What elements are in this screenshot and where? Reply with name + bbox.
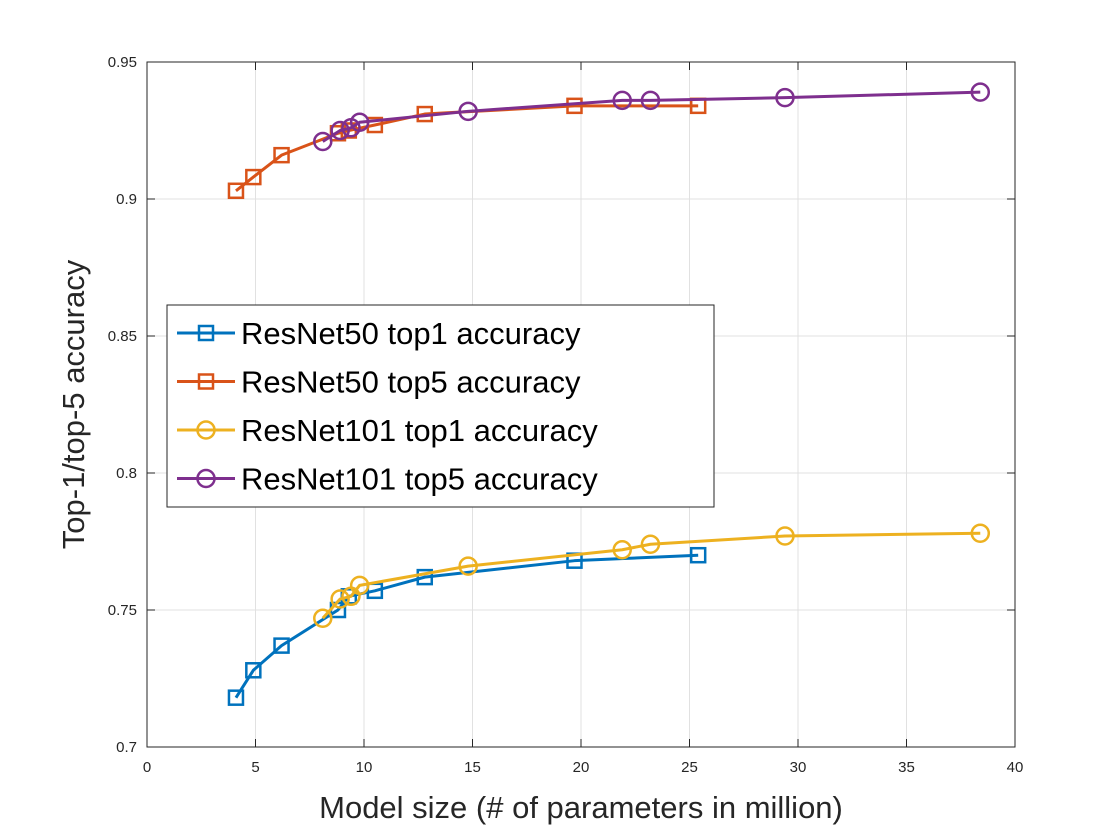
data-point bbox=[313, 608, 333, 628]
x-tick-label: 5 bbox=[251, 759, 259, 776]
data-point bbox=[245, 168, 262, 186]
data-point bbox=[349, 112, 370, 133]
x-axis-label: Model size (# of parameters in million) bbox=[319, 790, 843, 825]
data-point bbox=[970, 82, 991, 102]
legend-label: ResNet50 top1 accuracy bbox=[241, 316, 581, 351]
data-point bbox=[227, 182, 245, 200]
series-3 bbox=[313, 523, 991, 628]
data-point bbox=[612, 90, 632, 111]
legend-label: ResNet50 top5 accuracy bbox=[241, 365, 581, 400]
x-tick-label: 0 bbox=[143, 759, 151, 776]
legend-box bbox=[166, 304, 715, 508]
legend-entry: ResNet50 top5 accuracy bbox=[177, 365, 581, 400]
y-tick-label: 0.8 bbox=[116, 465, 137, 482]
data-point bbox=[245, 662, 262, 679]
legend-entry: ResNet101 top1 accuracy bbox=[177, 413, 598, 448]
y-tick-label: 0.95 bbox=[108, 54, 137, 71]
y-tick-label: 0.85 bbox=[108, 328, 137, 345]
data-point bbox=[330, 589, 350, 609]
legend-label: ResNet101 top1 accuracy bbox=[241, 413, 598, 448]
data-point bbox=[227, 689, 245, 706]
data-point bbox=[416, 568, 434, 586]
data-point bbox=[970, 523, 991, 544]
data-point bbox=[458, 101, 478, 122]
x-tick-label: 25 bbox=[681, 759, 698, 776]
data-point bbox=[640, 90, 661, 111]
data-point bbox=[775, 526, 795, 546]
legend-entry: ResNet101 top5 accuracy bbox=[177, 462, 598, 497]
x-tick-label: 30 bbox=[790, 759, 807, 776]
data-point bbox=[330, 120, 350, 141]
x-tick-label: 35 bbox=[898, 759, 915, 776]
legend-marker bbox=[197, 324, 215, 342]
y-tick-label: 0.9 bbox=[116, 191, 137, 208]
legend-entry: ResNet50 top1 accuracy bbox=[177, 316, 581, 351]
x-tick-label: 10 bbox=[356, 759, 373, 776]
data-point bbox=[566, 97, 583, 115]
data-point bbox=[612, 539, 632, 560]
data-point bbox=[349, 575, 370, 596]
x-tick-label: 40 bbox=[1007, 759, 1024, 776]
legend-marker bbox=[196, 468, 216, 489]
series-4 bbox=[313, 82, 991, 152]
legend-marker bbox=[196, 420, 216, 440]
data-point bbox=[313, 131, 333, 152]
y-tick-label: 0.75 bbox=[108, 602, 137, 619]
y-tick-label: 0.7 bbox=[116, 739, 137, 756]
legend-marker bbox=[197, 373, 215, 390]
series-group bbox=[227, 82, 991, 706]
tick-labels: 0 5 10 15 20 25 30 35 40 0.7 0.75 0.8 0.85 0.9 0.95 bbox=[108, 54, 1024, 776]
data-point bbox=[273, 146, 290, 164]
data-point bbox=[689, 546, 707, 564]
data-point bbox=[273, 637, 290, 654]
legend: ResNet50 top1 accuracy ResNet50 top5 accu… bbox=[166, 304, 715, 508]
data-point bbox=[640, 534, 661, 554]
data-point bbox=[775, 87, 795, 108]
x-tick-label: 15 bbox=[464, 759, 481, 776]
data-point bbox=[458, 556, 478, 576]
x-tick-label: 20 bbox=[573, 759, 590, 776]
legend-label: ResNet101 top5 accuracy bbox=[241, 462, 598, 497]
y-axis-label: Top-1/top-5 accuracy bbox=[56, 259, 91, 549]
